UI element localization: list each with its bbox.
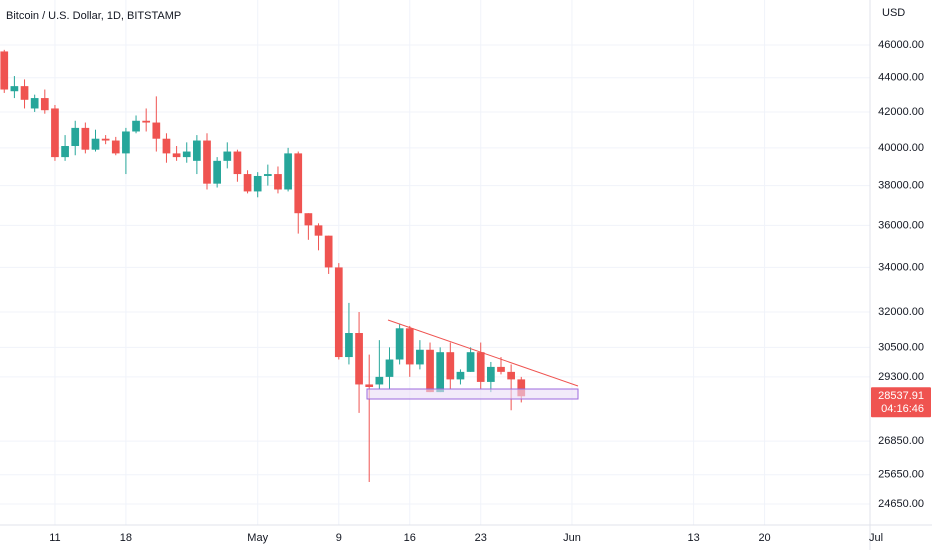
candle-body — [456, 371, 465, 380]
candle-body — [395, 328, 404, 360]
candle-body — [172, 153, 181, 158]
candle-body — [203, 140, 211, 184]
candle-body — [436, 352, 445, 393]
candle-body — [142, 120, 151, 123]
candle-body — [517, 379, 526, 397]
y-tick-label: 26850.00 — [878, 435, 924, 447]
candle-body — [81, 127, 90, 150]
y-tick-label: 24650.00 — [878, 498, 924, 510]
price-axis-panel — [870, 0, 932, 550]
y-tick-label: 40000.00 — [878, 142, 924, 154]
chart-title: Bitcoin / U.S. Dollar, 1D, BITSTAMP — [6, 10, 181, 22]
x-tick-label: 9 — [336, 532, 342, 544]
time-axis-panel — [0, 525, 932, 550]
y-tick-label: 36000.00 — [878, 219, 924, 231]
y-tick-label: 25650.00 — [878, 469, 924, 481]
candle-body — [223, 151, 232, 161]
candle-body — [355, 333, 363, 385]
candle-body — [71, 127, 80, 147]
candle-body — [345, 333, 353, 358]
candle-body — [61, 146, 69, 158]
countdown-label: 04:16:46 — [881, 403, 924, 415]
range-rectangle[interactable] — [366, 388, 579, 400]
x-tick-label: Jun — [563, 532, 581, 544]
y-tick-label: 34000.00 — [878, 261, 924, 273]
candle-body — [497, 366, 505, 372]
currency-label: USD — [882, 7, 905, 19]
x-tick-label: 18 — [120, 532, 132, 544]
candle-body — [334, 267, 343, 358]
trend-line[interactable] — [387, 319, 579, 387]
candle-body — [51, 108, 59, 158]
candle-body — [284, 153, 292, 190]
candle-body — [213, 160, 221, 184]
candle-body — [40, 98, 49, 111]
candle-body — [111, 140, 120, 154]
candle-body — [193, 140, 201, 161]
y-tick-label: 46000.00 — [878, 39, 924, 51]
x-tick-label: Jul — [869, 532, 883, 544]
y-tick-label: 44000.00 — [878, 72, 924, 84]
candle-body — [365, 384, 374, 387]
candle-body — [162, 138, 171, 154]
candle-body — [385, 359, 394, 377]
candle-body — [122, 131, 130, 154]
x-tick-label: 20 — [758, 532, 770, 544]
candle-body — [405, 328, 414, 365]
candle-body — [30, 98, 39, 109]
y-tick-label: 32000.00 — [878, 306, 924, 318]
candle-body — [152, 122, 161, 139]
candle-body — [233, 151, 242, 175]
x-tick-label: 13 — [687, 532, 699, 544]
candle-body — [274, 174, 282, 190]
candle-body — [243, 174, 252, 192]
candles — [0, 49, 526, 482]
x-tick-label: 23 — [475, 532, 487, 544]
y-tick-label: 42000.00 — [878, 106, 924, 118]
candle-body — [476, 352, 485, 382]
x-tick-label: May — [247, 532, 268, 544]
price-tag — [871, 387, 931, 418]
candle-body — [10, 86, 19, 92]
grid — [0, 0, 877, 525]
candle-body — [132, 120, 140, 132]
candle-body — [182, 151, 191, 158]
candle-body — [0, 51, 9, 90]
candle-body — [91, 138, 100, 150]
y-tick-label: 29300.00 — [878, 371, 924, 383]
x-tick-label: 11 — [49, 532, 60, 544]
candle-body — [507, 371, 515, 380]
candle-body — [466, 352, 475, 372]
axes: 46000.00 44000.00 42000.00 40000.00 38000.00… — [49, 39, 931, 544]
candle-body — [446, 352, 455, 380]
x-tick-label: 16 — [404, 532, 416, 544]
candle-body — [375, 376, 384, 385]
candle-body — [487, 366, 495, 382]
candle-body — [294, 153, 303, 214]
candle-body — [20, 86, 29, 100]
y-tick-label: 30500.00 — [878, 341, 924, 353]
candle-body — [314, 225, 323, 236]
price-tag-label: 28537.91 — [878, 390, 924, 402]
candle-body — [416, 349, 424, 365]
candle-body — [253, 175, 262, 192]
candle-body — [426, 349, 434, 393]
y-tick-label: 38000.00 — [878, 179, 924, 191]
candle-body — [304, 213, 313, 226]
candle-body — [324, 235, 333, 268]
candle-body — [101, 138, 110, 141]
candle-body — [263, 174, 272, 176]
